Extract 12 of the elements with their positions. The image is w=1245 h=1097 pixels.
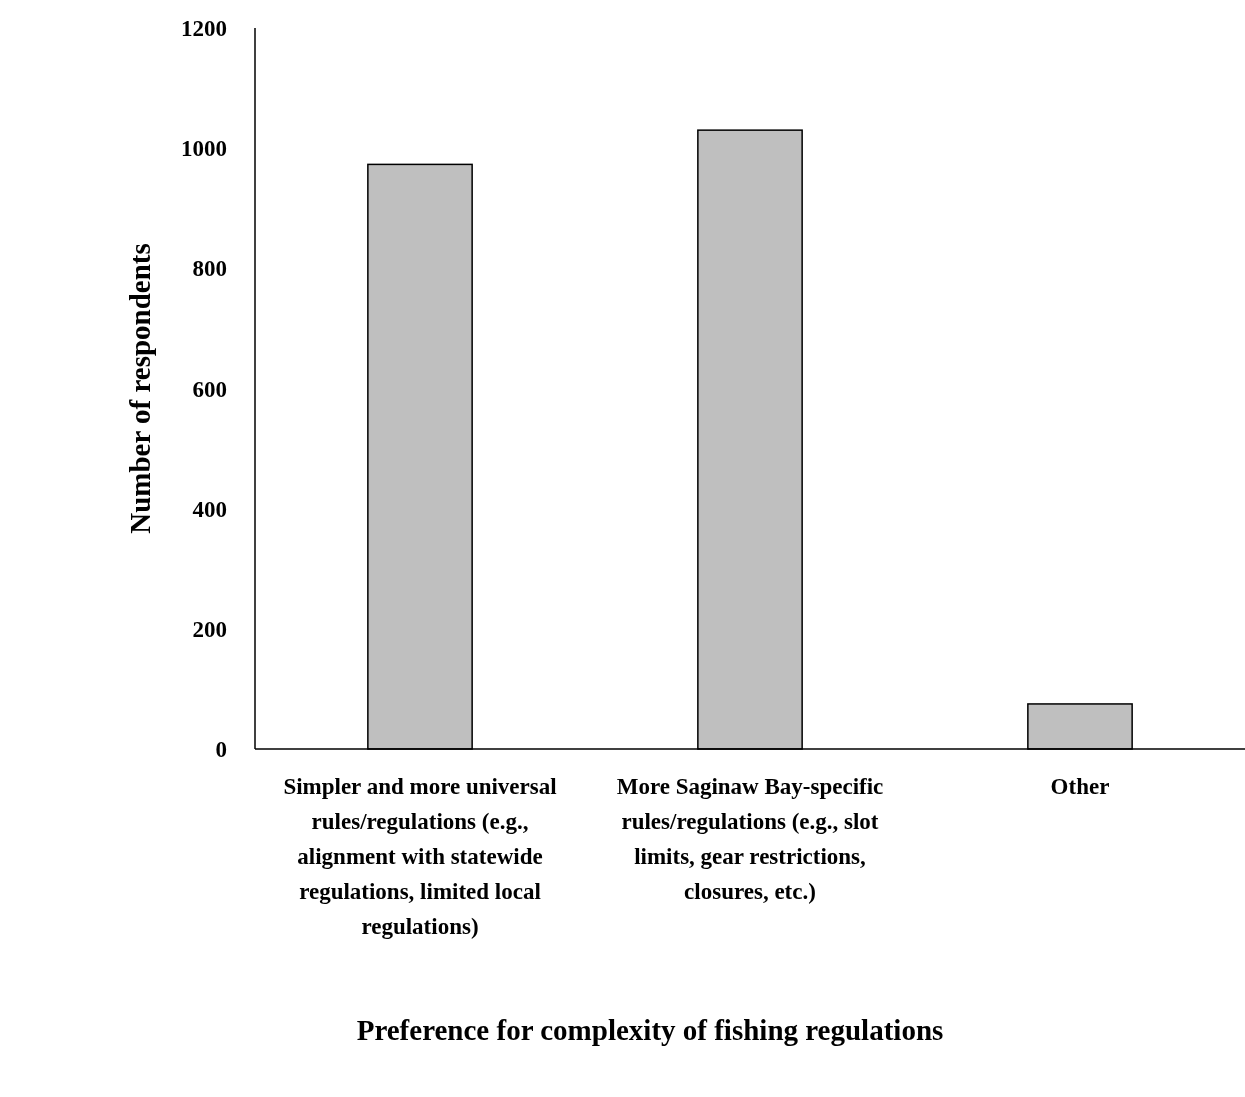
y-tick-label: 1000 bbox=[181, 136, 227, 162]
y-tick-label: 0 bbox=[215, 737, 227, 763]
y-tick-label: 800 bbox=[192, 256, 227, 282]
x-tick-label: More Saginaw Bay-specific rules/regulations (e.g., slot limits, gear restrictions, closures, etc.) bbox=[616, 774, 884, 904]
x-axis-title: Preference for complexity of fishing regulations bbox=[356, 1014, 944, 1046]
y-tick-label: 1200 bbox=[181, 16, 227, 42]
x-tick-label: Simpler and more universal rules/regulations (e.g., alignment with statewide regulations, limited local regulations) bbox=[283, 774, 557, 939]
y-axis-title: Number of respondents bbox=[124, 243, 156, 534]
y-tick-label: 400 bbox=[192, 496, 227, 522]
x-tick-label: Other bbox=[1050, 774, 1110, 799]
y-tick-label: 600 bbox=[192, 376, 227, 402]
y-tick-label: 200 bbox=[192, 616, 227, 642]
